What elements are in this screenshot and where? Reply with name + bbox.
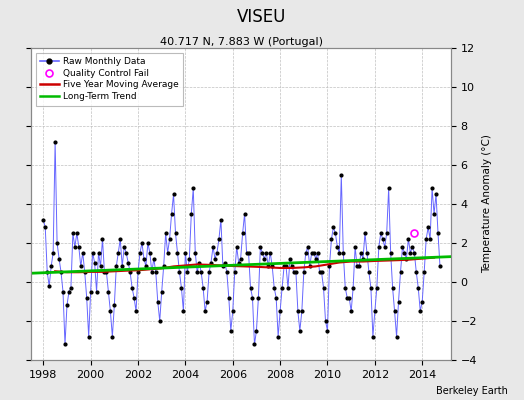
Text: Berkeley Earth: Berkeley Earth xyxy=(436,386,508,396)
Text: VISEU: VISEU xyxy=(237,8,287,26)
Y-axis label: Temperature Anomaly (°C): Temperature Anomaly (°C) xyxy=(483,134,493,274)
Legend: Raw Monthly Data, Quality Control Fail, Five Year Moving Average, Long-Term Tren: Raw Monthly Data, Quality Control Fail, … xyxy=(36,52,183,106)
Title: 40.717 N, 7.883 W (Portugal): 40.717 N, 7.883 W (Portugal) xyxy=(159,37,323,47)
